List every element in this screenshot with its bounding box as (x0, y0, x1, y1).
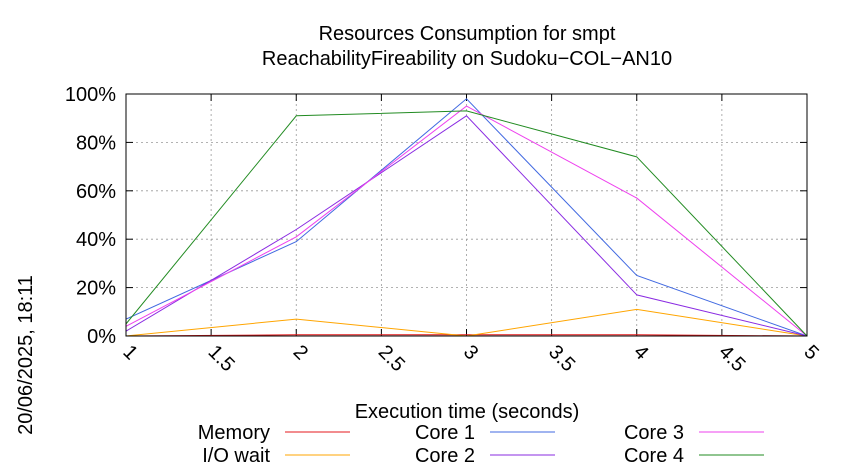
y-tick-label: 100% (65, 84, 116, 106)
legend-label-memory: Memory (198, 422, 270, 444)
y-tick-label: 60% (76, 181, 116, 203)
x-tick-label: 5 (799, 341, 822, 364)
y-tick-label: 80% (76, 132, 116, 154)
x-tick-label: 1 (118, 341, 141, 364)
legend-label-core-2: Core 2 (415, 445, 475, 467)
legend-label-core-4: Core 4 (624, 445, 684, 467)
x-tick-label: 2.5 (374, 341, 409, 376)
x-tick-label: 4.5 (714, 341, 749, 376)
series-line-memory (125, 334, 808, 337)
x-tick-label: 4 (629, 341, 652, 364)
series-line-core-1 (125, 98, 808, 337)
x-tick-label: 1.5 (204, 341, 239, 376)
series (125, 98, 808, 337)
chart-title: Resources Consumption for smpt (319, 23, 616, 45)
legend-label-core-1: Core 1 (415, 422, 475, 444)
series-line-core-2 (125, 115, 808, 337)
y-tick-label: 0% (87, 326, 116, 348)
x-axis-label: Execution time (seconds) (355, 401, 580, 423)
x-tick-label: 3.5 (544, 341, 579, 376)
x-tick-label: 3 (459, 341, 482, 364)
x-tick-label: 2 (289, 341, 312, 364)
x-axis: 1 1.5 2 2.5 3 3.5 4 4.5 5 (118, 94, 823, 376)
legend-label-i-o-wait: I/O wait (202, 445, 270, 467)
series-line-core-3 (125, 105, 808, 337)
y-tick-label: 20% (76, 278, 116, 300)
y-axis: 0% 20% 40% 60% 80% 100% (65, 84, 807, 348)
series-line-core-4 (125, 110, 808, 337)
legend-label-core-3: Core 3 (624, 422, 684, 444)
y-tick-label: 40% (76, 229, 116, 251)
side-timestamp: 20/06/2025, 18:11 (15, 275, 37, 435)
plot-frame (125, 93, 808, 337)
chart-subtitle: ReachabilityFireability on Sudoku−COL−AN… (262, 48, 672, 70)
